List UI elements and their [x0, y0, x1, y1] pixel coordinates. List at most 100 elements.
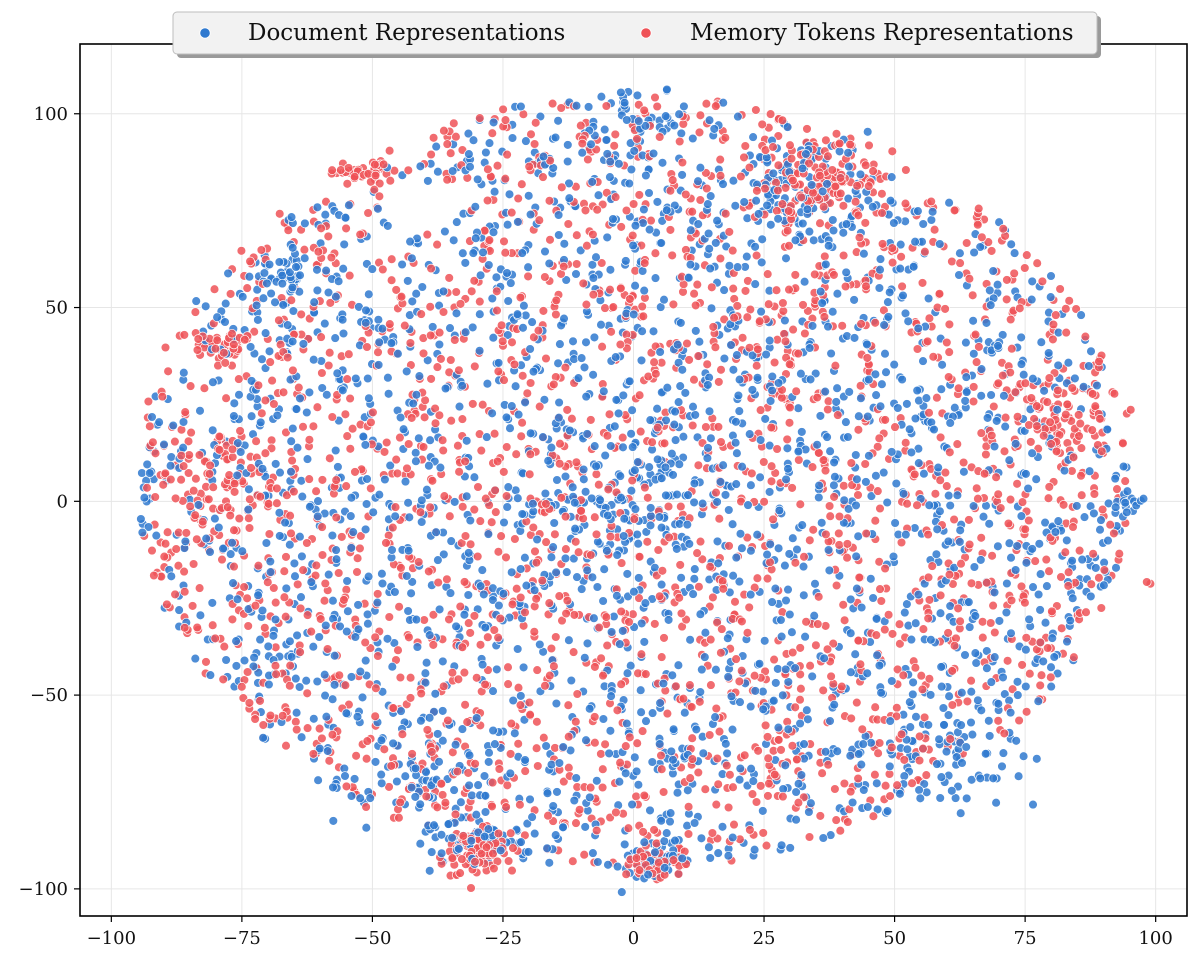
document-point: [742, 251, 752, 262]
memory-token-point: [433, 577, 443, 588]
memory-token-point: [799, 552, 809, 562]
document-point: [746, 480, 756, 490]
document-point: [783, 584, 793, 595]
memory-token-point: [1056, 572, 1066, 582]
memory-token-point: [437, 435, 448, 445]
document-point: [454, 401, 465, 412]
memory-token-point: [596, 653, 606, 664]
memory-token-point: [503, 679, 513, 689]
document-point: [528, 498, 538, 509]
memory-token-point: [499, 467, 509, 477]
memory-token-point: [1064, 296, 1074, 306]
document-point: [656, 579, 667, 590]
memory-token-point: [243, 621, 253, 631]
memory-token-point: [160, 538, 171, 549]
memory-token-point: [759, 497, 769, 507]
memory-token-point: [771, 285, 782, 295]
memory-token-point: [296, 309, 306, 320]
memory-token-point: [861, 281, 871, 292]
document-point: [264, 346, 275, 357]
document-point: [728, 365, 739, 375]
document-point: [434, 339, 445, 350]
memory-token-point: [1062, 399, 1073, 410]
memory-token-point: [912, 344, 923, 354]
memory-token-point: [192, 345, 203, 355]
memory-token-point: [811, 640, 821, 651]
memory-token-point: [1020, 524, 1030, 535]
memory-token-point: [967, 290, 978, 301]
document-point: [923, 293, 934, 304]
document-point: [943, 490, 954, 501]
memory-token-point: [426, 374, 436, 384]
memory-token-point: [564, 762, 574, 773]
memory-token-point: [1032, 258, 1042, 268]
memory-token-point: [459, 577, 470, 587]
memory-token-point: [639, 105, 649, 116]
document-point: [420, 668, 431, 678]
memory-token-point: [612, 705, 623, 716]
document-point: [443, 819, 454, 829]
document-point: [728, 570, 738, 581]
document-point: [363, 571, 374, 582]
memory-token-point: [260, 448, 271, 458]
memory-token-point: [646, 215, 656, 226]
memory-token-point: [531, 743, 542, 753]
document-point: [548, 542, 558, 552]
memory-token-point: [292, 579, 303, 590]
document-point: [1042, 581, 1052, 591]
document-point: [490, 739, 500, 749]
memory-token-point: [727, 245, 738, 256]
document-point: [363, 373, 373, 384]
document-point: [235, 447, 246, 457]
document-point: [559, 239, 570, 249]
memory-token-point: [227, 614, 238, 625]
document-point: [338, 385, 348, 396]
document-point: [285, 539, 295, 550]
memory-token-point: [870, 318, 880, 328]
document-point: [447, 833, 457, 843]
memory-token-point: [927, 561, 937, 571]
memory-token-point: [322, 644, 333, 654]
memory-token-point: [737, 333, 748, 343]
memory-token-point: [658, 787, 669, 797]
memory-token-point: [853, 425, 864, 435]
memory-token-point: [1094, 356, 1104, 367]
memory-token-point: [868, 166, 878, 176]
memory-token-point: [517, 371, 528, 381]
memory-token-point: [543, 810, 553, 821]
memory-token-point: [639, 790, 650, 801]
document-point: [577, 147, 587, 158]
memory-token-point: [701, 422, 711, 432]
memory-token-point: [533, 325, 544, 336]
memory-token-point: [1002, 656, 1013, 666]
memory-token-point: [1044, 482, 1055, 492]
document-point: [1110, 502, 1121, 512]
document-point: [445, 588, 456, 598]
document-point: [828, 215, 838, 225]
memory-token-point: [830, 360, 841, 371]
document-point: [969, 562, 980, 572]
memory-token-point: [776, 745, 786, 755]
document-point: [373, 204, 383, 214]
document-point: [670, 406, 680, 417]
document-point: [988, 773, 998, 784]
document-point: [340, 771, 350, 781]
document-point: [518, 323, 528, 333]
memory-token-point: [580, 205, 591, 216]
memory-token-point: [207, 620, 218, 630]
memory-token-point: [530, 546, 540, 557]
memory-token-point: [578, 278, 589, 289]
document-point: [602, 232, 612, 243]
document-point: [641, 716, 651, 726]
memory-token-point: [570, 537, 581, 547]
memory-token-point: [218, 674, 228, 685]
document-point: [265, 567, 276, 577]
memory-token-point: [1067, 383, 1078, 393]
document-point: [297, 551, 307, 562]
memory-token-point: [384, 145, 395, 156]
document-point: [735, 697, 745, 707]
memory-token-point: [561, 544, 571, 554]
document-point: [355, 666, 366, 677]
document-point: [264, 259, 275, 270]
document-point: [952, 490, 963, 500]
